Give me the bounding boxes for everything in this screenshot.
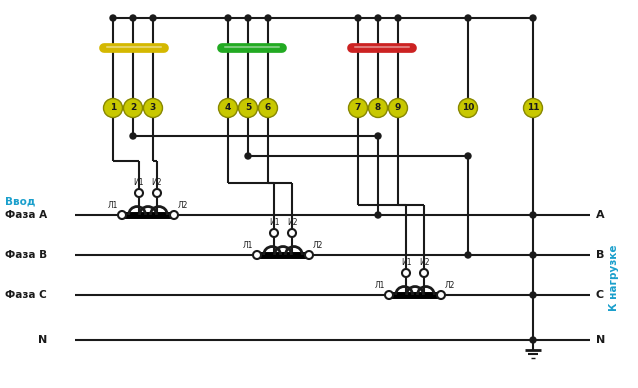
Circle shape — [385, 291, 393, 299]
Circle shape — [239, 99, 258, 118]
Text: Фаза B: Фаза B — [5, 250, 47, 260]
Circle shape — [225, 15, 231, 21]
Text: N: N — [596, 335, 605, 345]
Circle shape — [170, 211, 178, 219]
Circle shape — [110, 15, 116, 21]
Circle shape — [375, 133, 381, 139]
Text: B: B — [596, 250, 604, 260]
Text: И1: И1 — [401, 258, 412, 267]
Circle shape — [124, 99, 142, 118]
Circle shape — [153, 189, 161, 197]
Text: Л2: Л2 — [178, 201, 188, 210]
Circle shape — [144, 99, 163, 118]
Text: 9: 9 — [395, 104, 401, 113]
Text: И1: И1 — [269, 218, 279, 227]
Circle shape — [118, 211, 126, 219]
Circle shape — [459, 99, 477, 118]
Text: И1: И1 — [134, 178, 144, 187]
Circle shape — [437, 291, 445, 299]
Text: Фаза C: Фаза C — [5, 290, 47, 300]
Circle shape — [530, 337, 536, 343]
Circle shape — [348, 99, 367, 118]
Text: 8: 8 — [375, 104, 381, 113]
Text: И2: И2 — [152, 178, 162, 187]
Circle shape — [258, 99, 278, 118]
Text: Ввод: Ввод — [5, 196, 35, 206]
Text: C: C — [596, 290, 604, 300]
Circle shape — [530, 15, 536, 21]
Circle shape — [375, 15, 381, 21]
Circle shape — [375, 212, 381, 218]
Circle shape — [420, 269, 428, 277]
Text: И2: И2 — [419, 258, 429, 267]
Text: 2: 2 — [130, 104, 136, 113]
Text: К нагрузке: К нагрузке — [609, 244, 619, 311]
Circle shape — [130, 133, 136, 139]
Circle shape — [265, 15, 271, 21]
Circle shape — [253, 251, 261, 259]
Circle shape — [245, 153, 251, 159]
Circle shape — [288, 229, 296, 237]
Text: Л1: Л1 — [375, 281, 385, 290]
Text: Л1: Л1 — [108, 201, 118, 210]
Circle shape — [270, 229, 278, 237]
Circle shape — [465, 252, 471, 258]
Circle shape — [135, 189, 143, 197]
Circle shape — [218, 99, 237, 118]
Circle shape — [130, 15, 136, 21]
Circle shape — [103, 99, 122, 118]
Circle shape — [369, 99, 387, 118]
Text: 4: 4 — [225, 104, 231, 113]
Circle shape — [402, 269, 410, 277]
Text: 11: 11 — [527, 104, 539, 113]
Circle shape — [530, 292, 536, 298]
Circle shape — [530, 212, 536, 218]
Text: И2: И2 — [286, 218, 297, 227]
Text: Л2: Л2 — [445, 281, 456, 290]
Circle shape — [245, 15, 251, 21]
Circle shape — [395, 15, 401, 21]
Circle shape — [530, 252, 536, 258]
Circle shape — [465, 15, 471, 21]
Text: Л2: Л2 — [313, 241, 323, 250]
Text: 1: 1 — [110, 104, 116, 113]
Text: N: N — [38, 335, 47, 345]
Circle shape — [150, 15, 156, 21]
Text: 5: 5 — [245, 104, 251, 113]
Text: A: A — [596, 210, 605, 220]
Text: 7: 7 — [355, 104, 361, 113]
Text: 3: 3 — [150, 104, 156, 113]
Text: Фаза A: Фаза A — [5, 210, 47, 220]
Text: 6: 6 — [265, 104, 271, 113]
Circle shape — [389, 99, 408, 118]
Text: 10: 10 — [462, 104, 474, 113]
Circle shape — [355, 15, 361, 21]
Circle shape — [465, 153, 471, 159]
Circle shape — [305, 251, 313, 259]
Circle shape — [524, 99, 542, 118]
Text: Л1: Л1 — [242, 241, 253, 250]
